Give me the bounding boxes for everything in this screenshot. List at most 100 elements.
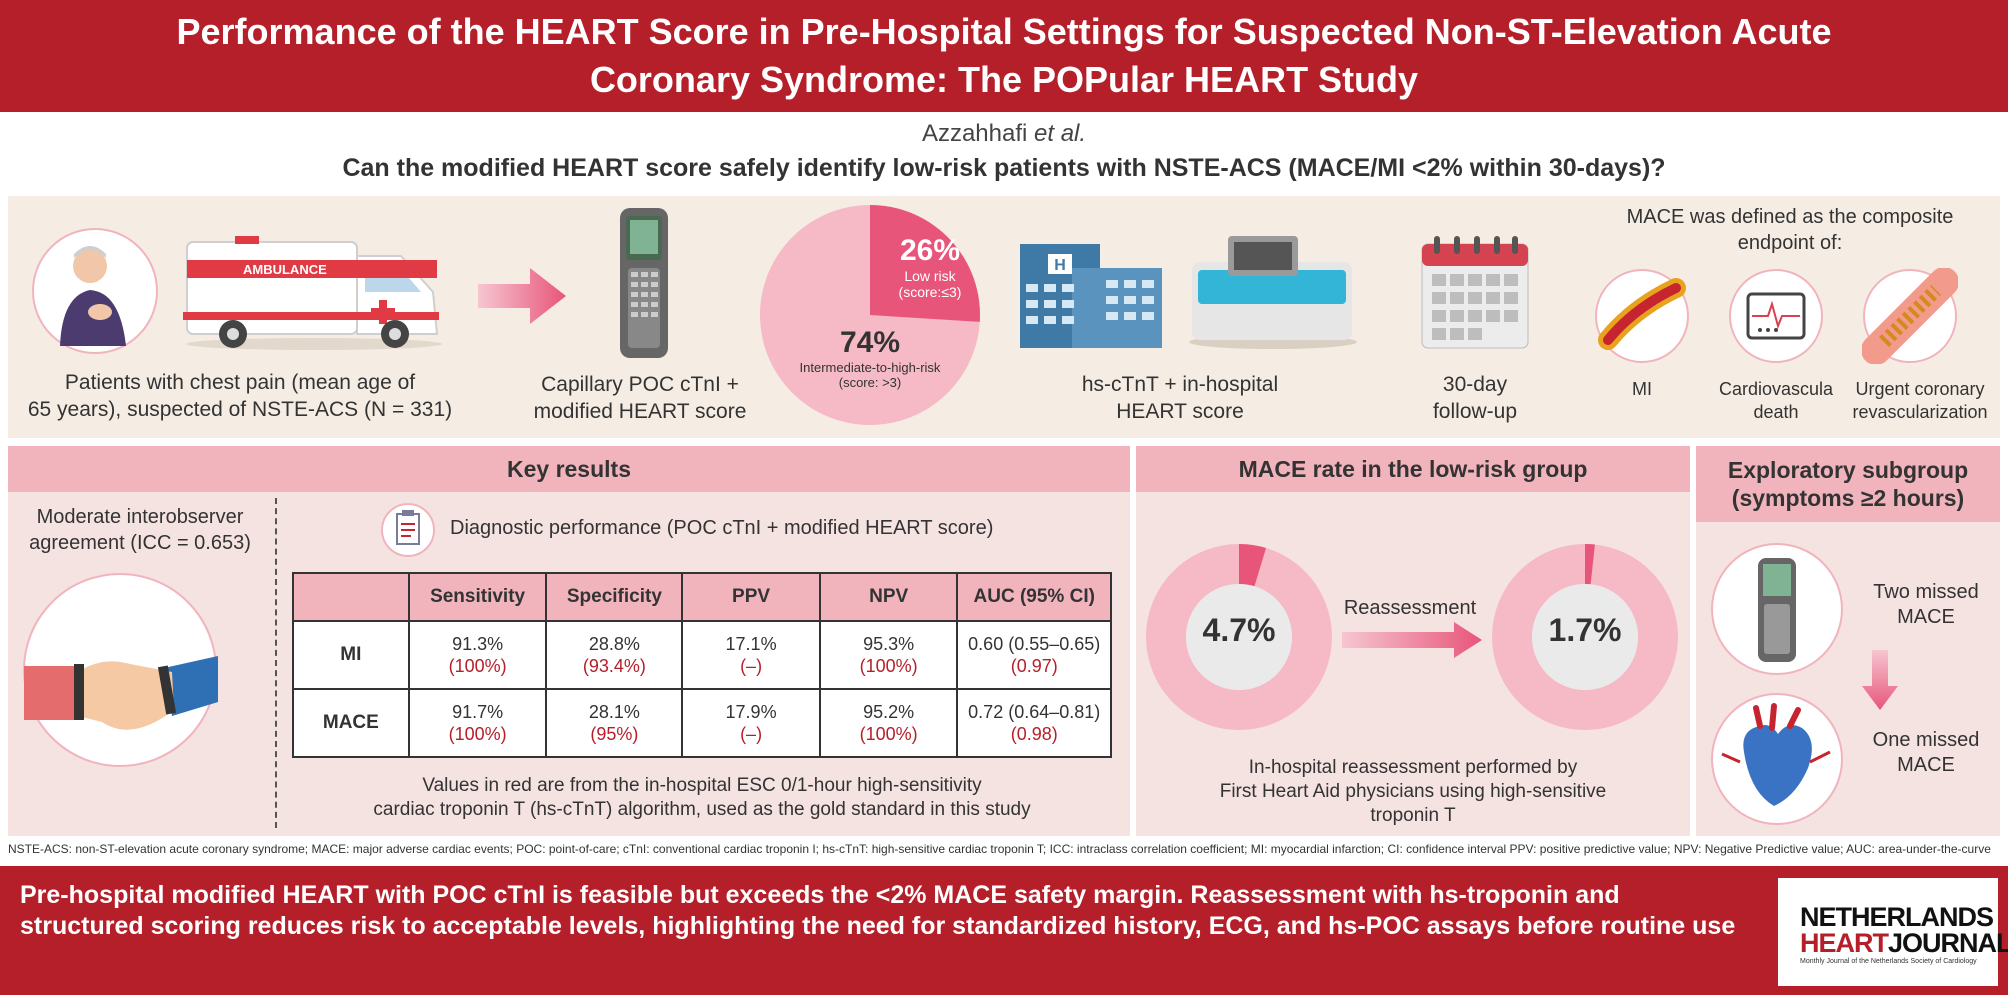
endpoint-mi-label: MI [1592,378,1692,401]
interobserver-text: Moderate interobserver agreement (ICC = … [10,504,270,556]
pie-high-text: Intermediate-to-high-risk [799,360,941,375]
myocardial-infarction-icon [1595,269,1689,363]
table-cell: 28.1% (95%) [545,688,684,758]
cell-value: 17.9% [725,702,777,722]
title-line-1: Performance of the HEART Score in Pre-Ho… [176,11,1832,52]
endpoint-cv-death-label: Cardiovascula death [1712,378,1840,424]
logo-heart-word: HEART [1800,928,1889,958]
mace-before-value: 4.7% [1202,612,1276,648]
conclusion-text: Pre-hospital modified HEART with POC cTn… [20,881,1736,940]
title-banner [0,0,2008,112]
journal-logo [1778,878,1998,986]
author-name: Azzahhafi [921,120,1028,147]
logo-subtitle: Monthly Journal of the Netherlands Socie… [1800,958,1977,965]
cardiovascular-death-icon [1729,269,1823,363]
patients-caption-line-1: Patients with chest pain (mean age of [64,371,416,394]
table-header-auc: AUC (95% CI) [956,572,1112,622]
interobserver-line-1: Moderate interobserver [36,506,244,528]
one-missed-line-1: One missed [1872,729,1980,751]
abbreviations-footnote: NSTE-ACS: non-ST-elevation acute coronar… [8,842,1991,856]
cell-value: 17.1% [725,634,777,654]
exploratory-heading-line-2: (symptoms ≥2 hours) [1731,485,1965,511]
logo-journal-word: JOURNAL [1888,928,2008,958]
cell-reference-value: (93.4%) [582,656,646,676]
hospital-sign: H [1054,257,1066,274]
risk-pie-chart [760,205,980,425]
table-cell: 28.8% (93.4%) [545,620,684,690]
two-missed-mace-text: Two missed MACE [1856,580,1996,630]
heart-anatomy-icon [1711,693,1843,825]
endpoint-cv-death-line-1: Cardiovascula [1718,379,1834,399]
cell-reference-value: (–) [740,724,763,744]
poc-caption-line-2: modified HEART score [533,400,747,423]
mace-rate-note: In-hospital reassessment performed by Fi… [1150,756,1676,828]
hospital-icon: H [1020,244,1162,348]
calendar-icon [1421,236,1529,349]
cell-value: 95.2% [863,702,915,722]
down-arrow-icon [1862,650,1898,710]
poc-device-icon [620,208,668,358]
table-cell: 95.3% (100%) [818,620,959,690]
pie-high-label: 74% Intermediate-to-high-risk (score: >3… [780,326,960,390]
one-missed-line-2: MACE [1897,754,1955,776]
table-row: MI 91.3% (100%) 28.8% (93.4%) 17.1% (–) 95.… [292,620,1112,690]
table-note-line-2: cardiac troponin T (hs-cTnT) algorithm, … [373,799,1031,820]
hs-caption: hs-cTnT + in-hospital HEART score [1060,371,1300,425]
reassessment-arrow-icon [1342,622,1482,658]
two-missed-line-2: MACE [1897,606,1955,628]
table-cell: 17.9% (–) [681,688,821,758]
cell-reference-value: (0.98) [1010,724,1058,744]
reassessment-label: Reassessment [1343,597,1477,619]
poc-caption-line-1: Capillary POC cTnI + [541,373,739,396]
exploratory-heading: Exploratory subgroup (symptoms ≥2 hours) [1696,446,2000,522]
title-line-2: Coronary Syndrome: The POPular HEART Stu… [589,59,1419,100]
key-results-heading: Key results [8,446,1130,492]
table-cell: 0.60 (0.55–0.65) (0.97) [956,620,1112,690]
cell-value: 91.3% [452,634,504,654]
pie-high-pct: 74% [839,326,901,359]
table-note-line-1: Values in red are from the in-hospital E… [422,775,982,796]
pie-low-pct: 26% [899,234,961,267]
mace-definition: MACE was defined as the composite endpoi… [1590,204,1990,256]
lab-analyzer-icon [1189,236,1357,349]
poc-device-circle-icon [1711,543,1843,675]
table-header-npv: NPV [818,572,959,622]
coronary-stent-icon [1862,268,1958,364]
patient-chest-pain-icon [32,228,158,354]
mace-definition-line-2: endpoint of: [1737,232,1843,254]
row-label-mi: MI [292,620,410,690]
followup-caption: 30-day follow-up [1380,371,1570,425]
mace-rate-heading: MACE rate in the low-risk group [1136,446,1690,492]
table-cell: 95.2% (100%) [818,688,959,758]
cell-value: 95.3% [863,634,915,654]
authors: Azzahhafi et al. [0,120,2008,148]
two-missed-line-1: Two missed [1873,581,1979,603]
table-header-specificity: Specificity [545,572,684,622]
cell-value: 91.7% [452,702,504,722]
cell-reference-value: (100%) [859,656,918,676]
endpoint-revasc-line-2: revascularization [1852,402,1988,422]
cell-reference-value: (0.97) [1010,656,1058,676]
endpoint-revasc-line-1: Urgent coronary [1855,379,1985,399]
pie-high-score: (score: >3) [838,375,902,390]
logo-line-1: NETHERLANDS [1800,902,1994,932]
research-question: Can the modified HEART score safely iden… [342,154,1666,182]
table-cell: 17.1% (–) [681,620,821,690]
table-note: Values in red are from the in-hospital E… [292,774,1112,822]
poc-caption: Capillary POC cTnI + modified HEART scor… [520,371,760,425]
mace-rate-note-line-3: troponin T [1370,805,1456,826]
hs-caption-line-1: hs-cTnT + in-hospital [1081,373,1279,396]
ambulance-label: AMBULANCE [243,262,327,277]
ambulance-icon: AMBULANCE [183,236,442,350]
donut-center-after [1532,584,1638,690]
table-header-corner [292,572,410,622]
table-row: MACE 91.7% (100%) 28.1% (95%) 17.9% (–) 95.… [292,688,1112,758]
endpoint-cv-death-line-2: death [1753,402,1799,422]
row-label-mace: MACE [292,688,410,758]
cell-value: 28.8% [588,634,640,654]
table-header-row: Sensitivity Specificity PPV NPV AUC (95%… [292,572,1112,622]
followup-caption-line-2: follow-up [1432,400,1518,423]
endpoint-mi-line-1: MI [1632,379,1652,399]
handshake-icon [23,573,218,767]
cell-value: 28.1% [588,702,640,722]
